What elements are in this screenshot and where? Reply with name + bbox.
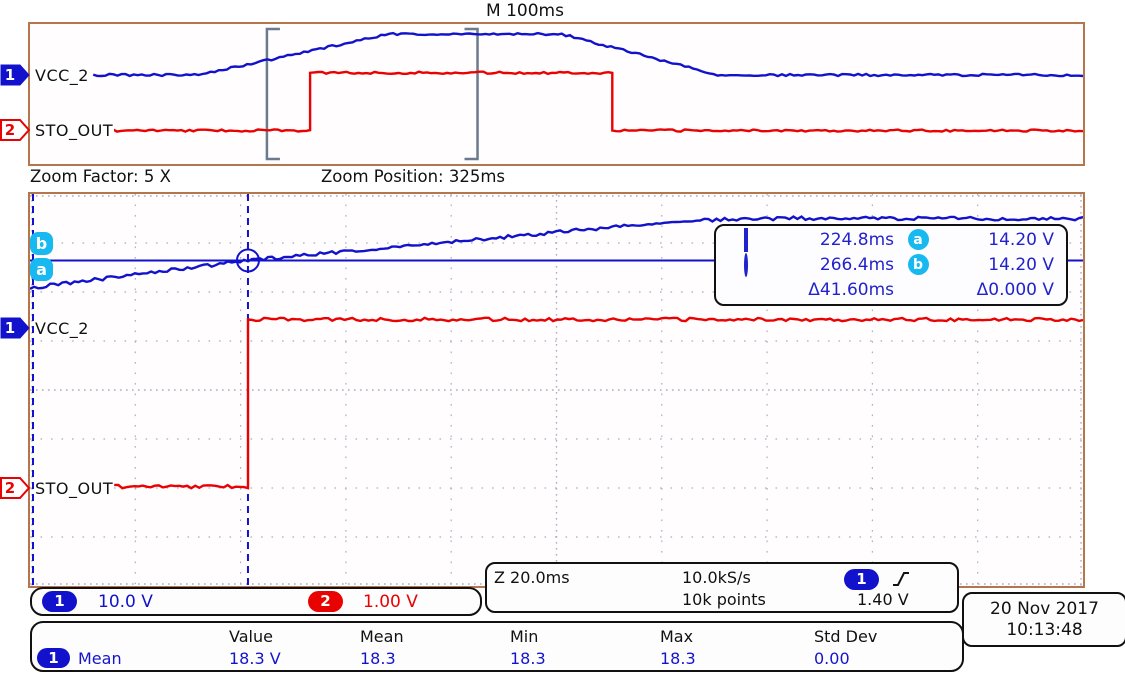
ch2-trace-label-overview: STO_OUT (34, 121, 115, 140)
time-label: 10:13:48 (1006, 619, 1083, 640)
meas-min: 18.3 (510, 649, 546, 668)
cursor1-square-icon (744, 227, 748, 252)
timebase-label: M 100ms (486, 1, 564, 21)
svg-text:1: 1 (5, 319, 15, 337)
record-length: 10k points (682, 590, 766, 609)
svg-text:1: 1 (5, 66, 15, 84)
cursor-intersection-icon (235, 248, 260, 273)
measurement-table: Value Mean Min Max Std Dev 1 Mean 18.3 V… (30, 621, 964, 672)
acquisition-box: Z 20.0ms 10.0kS/s 10k points 1 1.40 V (485, 562, 959, 613)
sto_out-trace (114, 316, 1083, 490)
cursor1-time: 224.8ms (819, 229, 894, 250)
overview-panel (28, 22, 1085, 166)
cursor-b-marker: b (30, 232, 53, 255)
channel-scale-bar: 1 10.0 V 2 1.00 V (30, 587, 482, 616)
ch2-scale: 1.00 V (363, 592, 418, 612)
ch1-trace-label-zoom: VCC_2 (34, 319, 90, 338)
meas-mean: 18.3 (360, 649, 396, 668)
meas-header-min: Min (510, 627, 539, 646)
meas-stddev: 0.00 (814, 649, 850, 668)
cursor-a-icon: a (907, 229, 929, 251)
ch1-trace-label-overview: VCC_2 (34, 66, 90, 85)
zoom-factor-label: Zoom Factor: 5 X (30, 167, 171, 186)
vcc_2-trace (92, 31, 1083, 78)
trigger-source-badge: 1 (844, 569, 879, 590)
trigger-level: 1.40 V (857, 590, 909, 609)
meas-header-max: Max (660, 627, 694, 646)
ch2-position-marker-overview: 2 (0, 119, 30, 141)
ch1-scale: 10.0 V (98, 592, 153, 612)
svg-text:2: 2 (5, 479, 15, 497)
ch1-position-marker-overview: 1 (0, 64, 30, 86)
zoom-timebase: Z 20.0ms (494, 568, 570, 587)
rising-edge-icon (893, 572, 909, 586)
meas-name: Mean (78, 649, 122, 668)
ch2-badge: 2 (308, 591, 343, 612)
cursor-delta-voltage: Δ0.000 V (976, 280, 1054, 301)
ch2-trace-label-zoom: STO_OUT (34, 479, 115, 498)
vcc_2-trace (30, 215, 1083, 290)
cursor-readout-box: 224.8ms a 14.20 V 266.4ms b 14.20 V Δ41.… (714, 224, 1068, 306)
date-label: 20 Nov 2017 (990, 598, 1099, 619)
zoom-position-label: Zoom Position: 325ms (321, 167, 506, 186)
svg-text:2: 2 (5, 121, 15, 139)
ch1-position-marker-zoom: 1 (0, 317, 30, 339)
cursor-b-voltage: 14.20 V (988, 254, 1054, 275)
ch1-badge: 1 (42, 591, 77, 612)
meas-header-mean: Mean (360, 627, 404, 646)
meas-value: 18.3 V (229, 649, 281, 668)
meas-source-badge: 1 (37, 648, 70, 668)
cursor2-time: 266.4ms (819, 254, 894, 275)
cursor2-circle-icon (744, 252, 748, 277)
sample-rate: 10.0kS/s (682, 568, 751, 587)
datetime-box: 20 Nov 2017 10:13:48 (962, 592, 1125, 647)
sto_out-trace (108, 70, 1083, 133)
cursor-a-voltage: 14.20 V (988, 229, 1054, 250)
cursor-b-icon: b (907, 254, 929, 276)
overview-waveforms (92, 27, 1083, 161)
ch2-position-marker-zoom: 2 (0, 477, 30, 499)
cursor-delta-time: Δ41.60ms (808, 280, 894, 301)
meas-header-value: Value (229, 627, 273, 646)
meas-header-stddev: Std Dev (814, 627, 878, 646)
cursor-a-marker: a (30, 258, 53, 281)
meas-max: 18.3 (660, 649, 696, 668)
